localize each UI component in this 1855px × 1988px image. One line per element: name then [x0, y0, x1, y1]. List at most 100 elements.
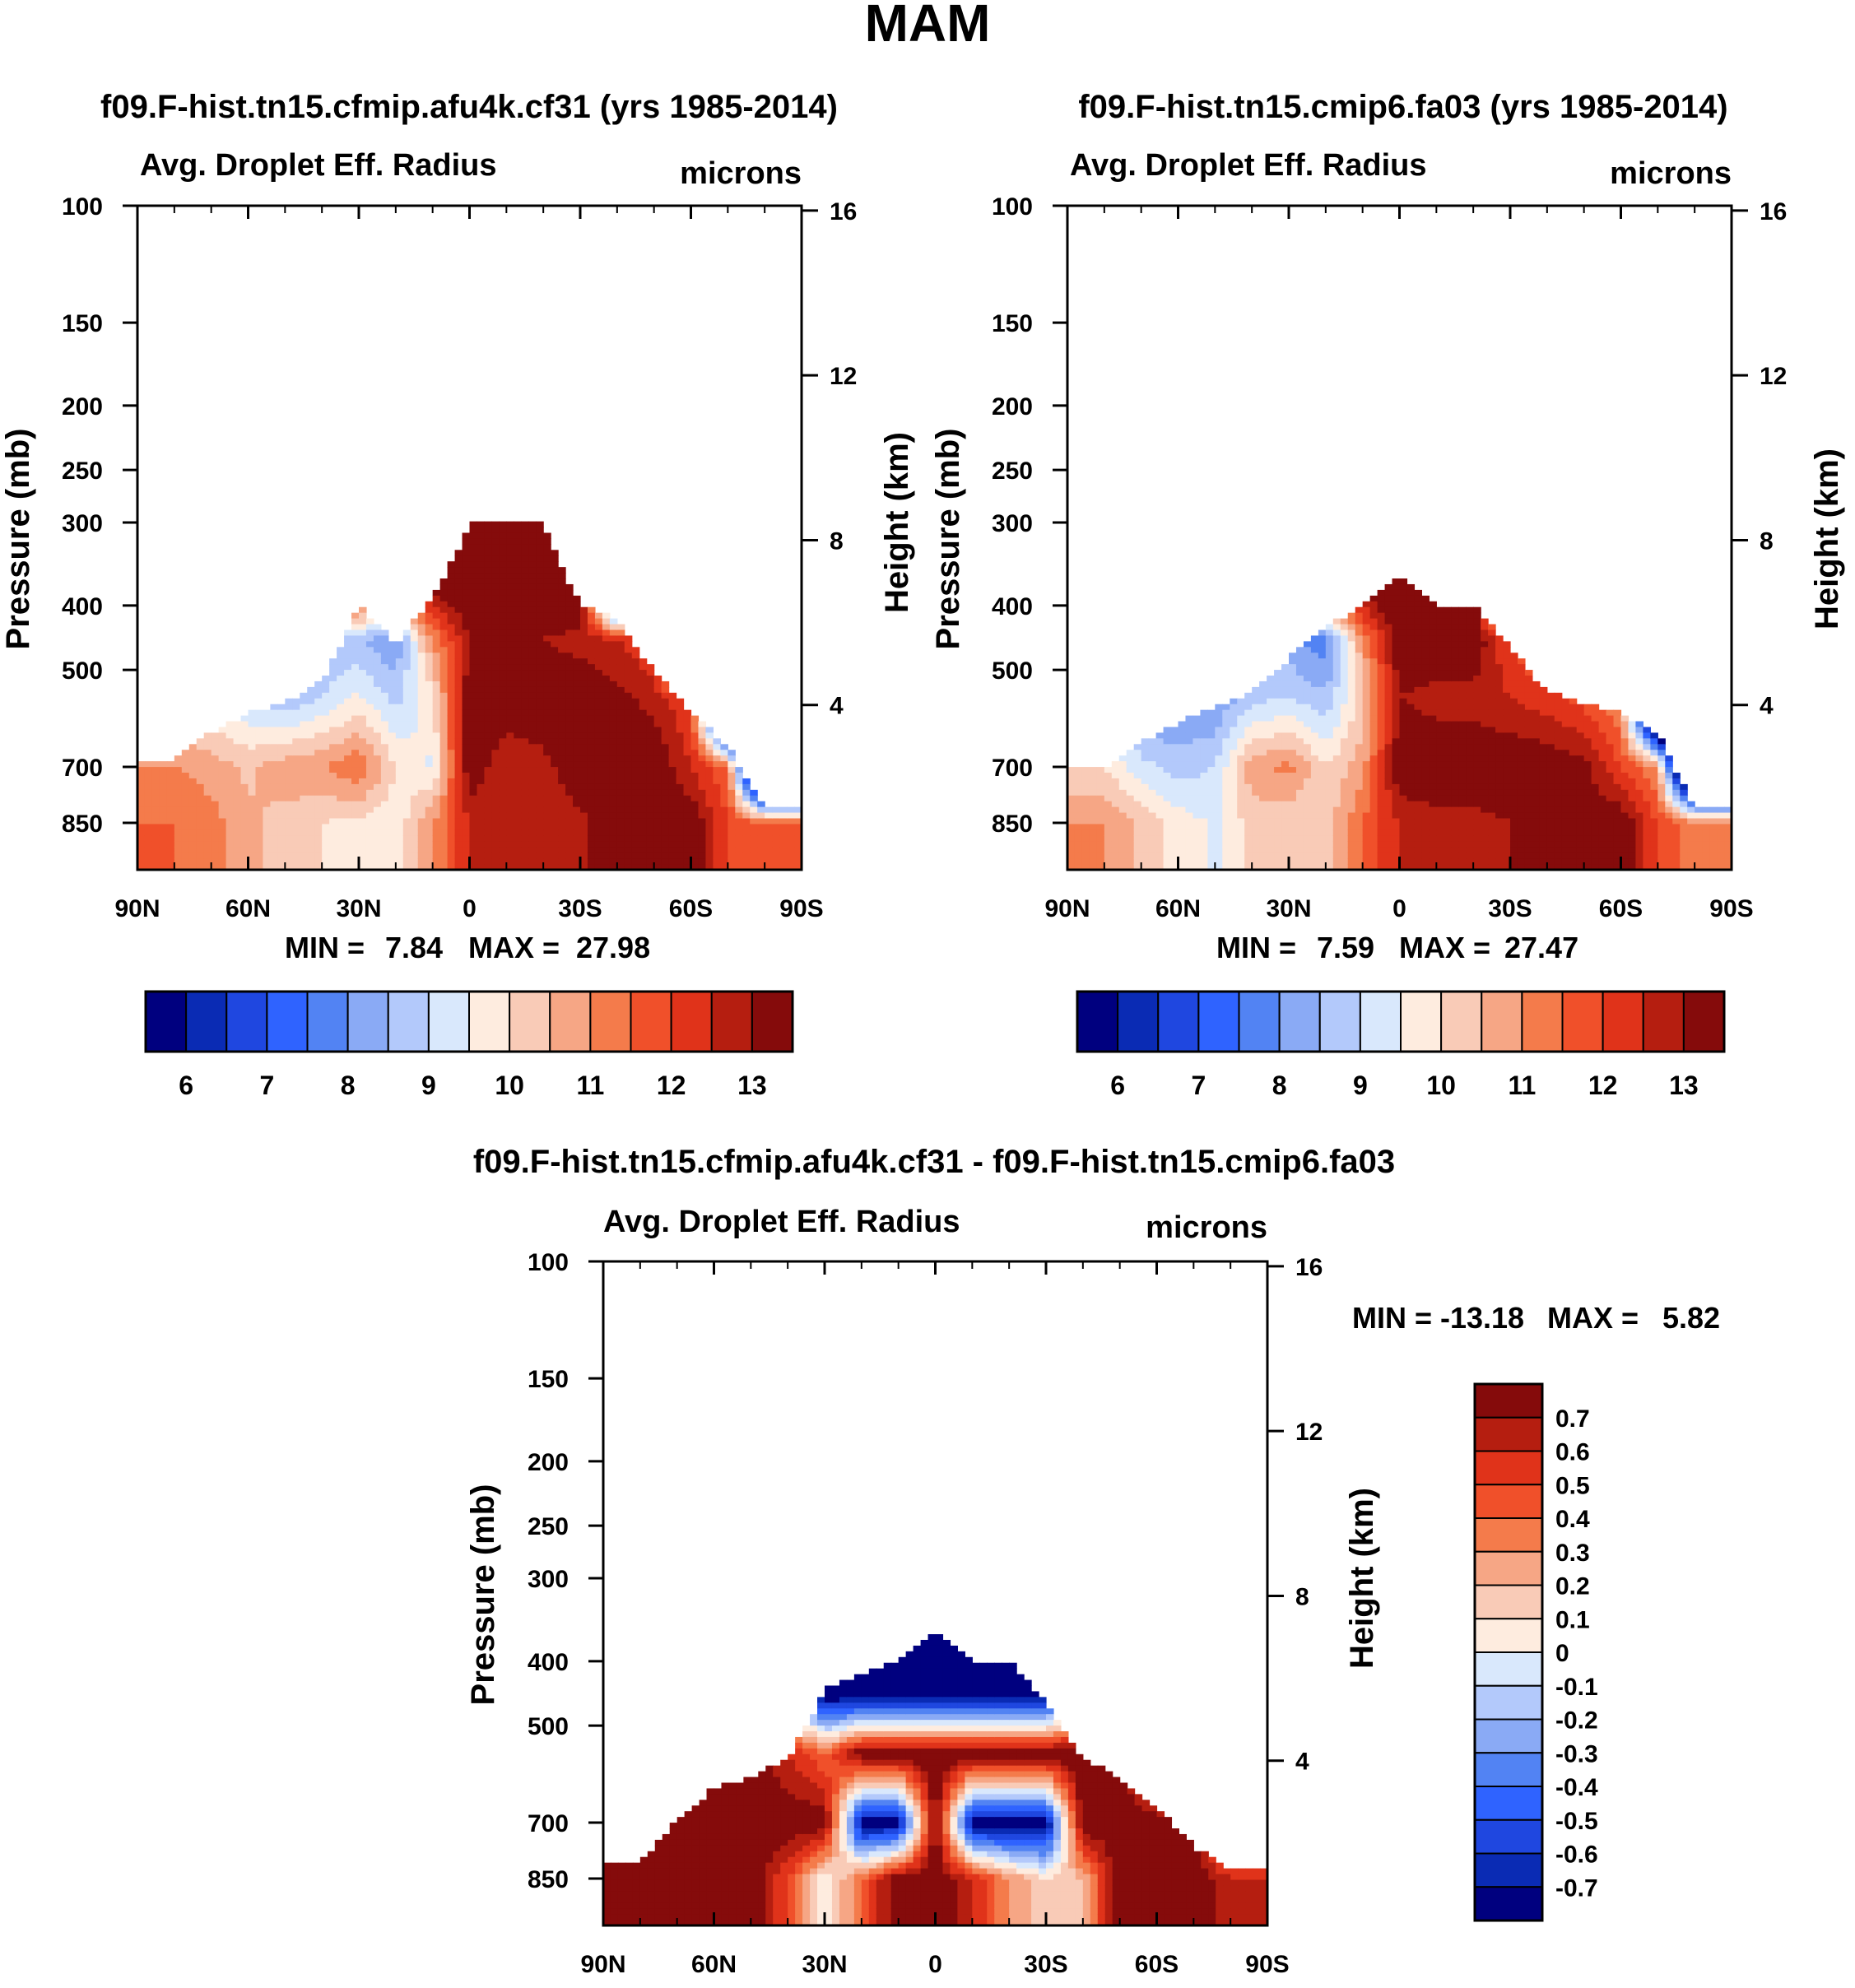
field-cell: [1170, 806, 1179, 814]
field-cell: [365, 818, 374, 825]
field-cell: [270, 783, 278, 791]
field-cell: [447, 732, 456, 739]
field-cell: [683, 761, 692, 768]
field-cell: [388, 847, 397, 853]
field-cell: [395, 641, 404, 648]
field-cell: [1067, 795, 1076, 802]
field-cell: [1318, 698, 1327, 705]
field-cell: [720, 755, 728, 762]
field-cell: [188, 852, 198, 859]
field-cell: [166, 783, 175, 791]
field-cell: [432, 618, 441, 625]
field-cell: [1377, 812, 1386, 820]
field-cell: [1252, 767, 1260, 773]
field-cell: [616, 658, 625, 665]
field-cell: [447, 829, 456, 836]
field-cell: [439, 864, 449, 871]
field-cell: [225, 852, 235, 859]
field-cell: [1414, 658, 1422, 665]
field-cell: [1096, 858, 1105, 865]
field-cell: [1111, 806, 1120, 814]
field-cell: [506, 773, 514, 779]
field-cell: [484, 835, 492, 842]
field-cell: [514, 806, 522, 814]
field-cell: [506, 561, 514, 568]
field-cell: [484, 527, 492, 534]
field-cell: [1295, 647, 1304, 653]
field-cell: [580, 692, 588, 699]
field-cell: [144, 841, 153, 848]
field-cell: [410, 692, 419, 699]
field-cell: [454, 847, 463, 853]
field-cell: [668, 829, 677, 836]
y-tick-label: 300: [62, 510, 103, 537]
field-cell: [742, 864, 751, 871]
field-cell: [639, 676, 648, 682]
field-cell: [1237, 750, 1245, 756]
field-cell: [521, 727, 529, 734]
field-cell: [285, 738, 293, 745]
field-cell: [314, 709, 323, 717]
field-cell: [772, 841, 780, 848]
field-cell: [587, 721, 596, 728]
field-cell: [646, 755, 655, 762]
field-cell: [1207, 715, 1216, 722]
field-cell: [337, 824, 345, 831]
field-cell: [203, 773, 212, 779]
field-cell: [1318, 670, 1327, 676]
field-cell: [602, 806, 611, 814]
field-cell: [690, 841, 700, 848]
field-cell: [521, 806, 529, 814]
field-cell: [1170, 761, 1179, 768]
field-cell: [322, 783, 330, 791]
field-cell: [528, 806, 537, 814]
field-cell: [543, 864, 551, 871]
field-cell: [1259, 750, 1267, 756]
field-cell: [410, 778, 419, 785]
field-cell: [514, 829, 522, 836]
field-cell: [594, 801, 603, 808]
field-cell: [631, 658, 640, 665]
field-cell: [307, 721, 315, 728]
field-cell: [1222, 801, 1230, 808]
field-cell: [543, 801, 551, 808]
field-cell: [1355, 635, 1364, 642]
field-cell: [690, 858, 700, 865]
field-cell: [1237, 709, 1245, 717]
field-cell: [676, 715, 685, 722]
field-cell: [1384, 812, 1393, 820]
field-cell: [484, 624, 492, 631]
field-cell: [1185, 727, 1194, 734]
field-cell: [1318, 744, 1327, 750]
field-cell: [1369, 612, 1378, 620]
field-cell: [565, 664, 574, 671]
field-cell: [233, 852, 242, 859]
field-cell: [1377, 801, 1386, 808]
field-cell: [211, 773, 220, 779]
field-cell: [432, 858, 441, 865]
field-cell: [491, 841, 500, 848]
field-cell: [240, 806, 249, 814]
field-cell: [580, 812, 588, 820]
field-cell: [646, 738, 655, 745]
field-cell: [551, 864, 559, 871]
field-cell: [1377, 612, 1386, 620]
field-cell: [1089, 778, 1098, 785]
field-cell: [365, 829, 374, 836]
field-cell: [757, 852, 765, 859]
field-cell: [624, 732, 633, 739]
field-cell: [1155, 738, 1165, 745]
field-cell: [728, 847, 736, 853]
field-cell: [594, 732, 603, 739]
field-cell: [365, 653, 374, 659]
field-cell: [580, 864, 588, 871]
field-cell: [255, 773, 264, 779]
field-cell: [432, 686, 441, 694]
field-cell: [1163, 789, 1172, 797]
field-cell: [255, 761, 264, 768]
field-cell: [263, 773, 271, 779]
field-cell: [1185, 806, 1194, 814]
field-cell: [521, 612, 529, 620]
field-cell: [151, 864, 160, 871]
field-cell: [425, 783, 434, 791]
